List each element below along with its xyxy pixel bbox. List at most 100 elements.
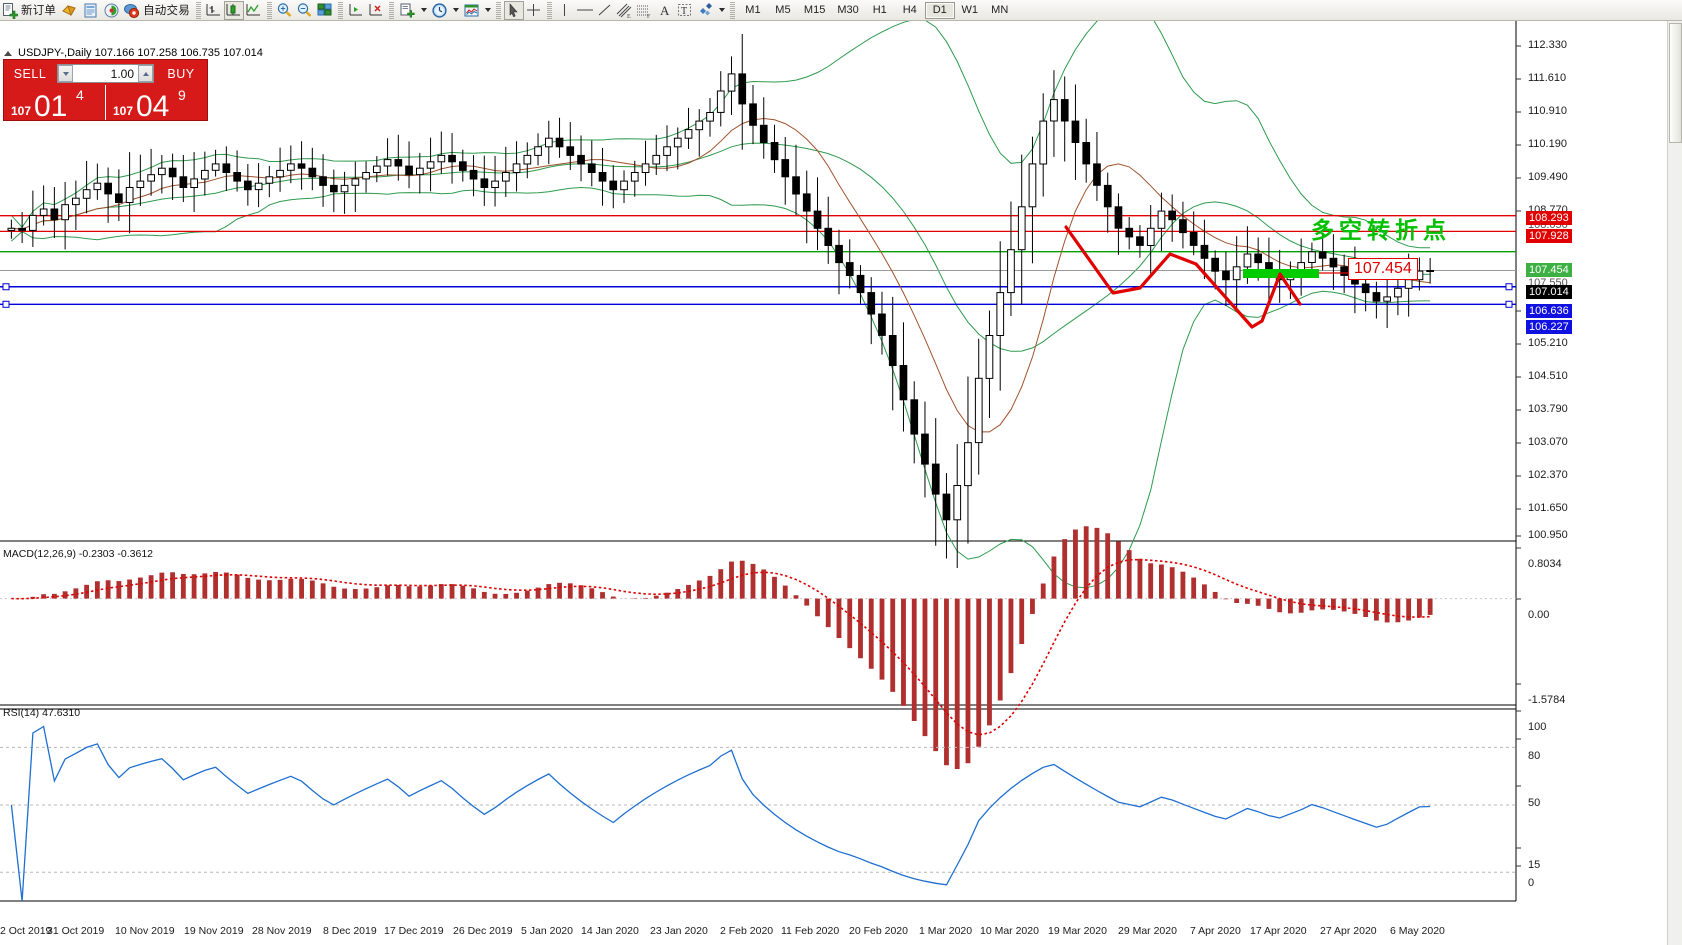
- sell-price-fraction: 4: [76, 87, 84, 103]
- auto-scroll-icon[interactable]: [366, 1, 386, 20]
- toolbar-separator: [729, 1, 735, 19]
- volume-input[interactable]: 1.00: [57, 64, 154, 83]
- svg-text:F: F: [647, 14, 651, 19]
- one-click-trading-panel[interactable]: SELL 1.00 BUY 107 01 4 107 04 9: [3, 59, 208, 123]
- autotrade-button[interactable]: 自动交易: [122, 0, 193, 20]
- x-tick-21: 6 May 2020: [1390, 925, 1445, 937]
- period-button[interactable]: [429, 0, 461, 20]
- toolbar-separator: [495, 1, 501, 19]
- x-tick-20: 27 Apr 2020: [1320, 925, 1377, 937]
- y-tick-9: 103.790: [1528, 403, 1568, 415]
- templates-icon: [463, 2, 480, 19]
- macd-axis-zero: 0.00: [1528, 609, 1550, 621]
- timeframe-m5[interactable]: M5: [775, 4, 791, 16]
- fibonacci-icon[interactable]: F: [635, 1, 655, 20]
- toolbar-separator: [266, 1, 272, 19]
- data-window-button[interactable]: [80, 0, 101, 20]
- signals-button[interactable]: [101, 0, 122, 20]
- volume-increment-button[interactable]: [138, 65, 153, 82]
- vertical-line-icon[interactable]: [555, 1, 575, 20]
- chart-canvas[interactable]: USDJPY-,Daily 107.166 107.258 106.735 10…: [0, 21, 1682, 945]
- zoom-in-icon[interactable]: [275, 1, 295, 20]
- x-tick-8: 5 Jan 2020: [521, 925, 573, 937]
- data-window-icon: [82, 2, 99, 19]
- signals-icon: [103, 2, 120, 19]
- toolbar-separator: [546, 1, 552, 19]
- macd-axis-top: 0.8034: [1528, 558, 1562, 570]
- turning-point-annotation: 多空转折点: [1311, 218, 1451, 244]
- chart-shift-icon[interactable]: [346, 1, 366, 20]
- timeframe-m1[interactable]: M1: [745, 4, 761, 16]
- sell-price-button[interactable]: 107 01 4: [4, 85, 105, 123]
- text-icon[interactable]: A: [655, 1, 675, 20]
- x-tick-19: 17 Apr 2020: [1250, 925, 1307, 937]
- buy-button-label[interactable]: BUY: [167, 66, 195, 81]
- trendline-icon[interactable]: [595, 1, 615, 20]
- volume-value[interactable]: 1.00: [110, 66, 134, 81]
- candlestick-chart-icon[interactable]: [223, 0, 244, 20]
- sell-price-big: 01: [34, 90, 68, 123]
- x-tick-9: 14 Jan 2020: [581, 925, 639, 937]
- chart-symbol-header: USDJPY-,Daily 107.166 107.258 106.735 10…: [4, 47, 263, 59]
- x-tick-7: 26 Dec 2019: [453, 925, 513, 937]
- rsi-axis-15: 15: [1528, 859, 1541, 871]
- chevron-down-icon[interactable]: [420, 8, 427, 12]
- timeframe-d1[interactable]: D1: [924, 1, 955, 19]
- y-tick-10: 103.070: [1528, 436, 1568, 448]
- toolbar-separator: [195, 1, 201, 19]
- zoom-out-icon[interactable]: [295, 1, 315, 20]
- scrollbar-thumb[interactable]: [1669, 23, 1682, 143]
- tile-windows-icon[interactable]: [315, 1, 335, 20]
- sell-button-label[interactable]: SELL: [13, 66, 47, 81]
- rsi-axis-50: 50: [1528, 797, 1541, 809]
- y-tick-12: 101.650: [1528, 502, 1568, 514]
- y-tick-2: 110.910: [1528, 105, 1567, 117]
- crosshair-icon[interactable]: [524, 1, 544, 20]
- timeframe-h1[interactable]: H1: [872, 4, 887, 16]
- text-label-icon[interactable]: T: [675, 1, 695, 20]
- x-tick-4: 28 Nov 2019: [252, 925, 312, 937]
- equidistant-channel-icon[interactable]: E: [615, 1, 635, 20]
- rsi-axis-100: 100: [1528, 721, 1547, 733]
- y-tick-4: 109.490: [1528, 171, 1568, 183]
- buy-price-fraction: 9: [178, 87, 186, 103]
- x-tick-17: 29 Mar 2020: [1118, 925, 1177, 937]
- timeframe-w1[interactable]: W1: [961, 4, 978, 16]
- price-tag-last-107-014: 107.014: [1526, 285, 1572, 299]
- timeframe-h4[interactable]: H4: [902, 4, 917, 16]
- timeframe-m30[interactable]: M30: [837, 4, 859, 16]
- cursor-icon[interactable]: [503, 0, 524, 20]
- expert-advisor-button[interactable]: [59, 0, 80, 20]
- x-tick-10: 23 Jan 2020: [650, 925, 708, 937]
- timeframe-mn[interactable]: MN: [991, 4, 1009, 16]
- indicators-button[interactable]: [397, 0, 429, 20]
- x-tick-0: 2 Oct 2019: [0, 925, 52, 937]
- templates-button[interactable]: [461, 0, 493, 20]
- indicators-icon: [399, 2, 416, 19]
- chevron-down-icon[interactable]: [452, 8, 459, 12]
- chevron-down-icon[interactable]: [484, 8, 491, 12]
- y-tick-0: 112.330: [1528, 39, 1567, 51]
- shapes-button[interactable]: [695, 0, 727, 20]
- x-tick-1: 31 Oct 2019: [47, 925, 105, 937]
- macd-axis-bottom: -1.5784: [1528, 694, 1566, 706]
- svg-text:T: T: [681, 6, 687, 17]
- bar-chart-icon[interactable]: [204, 1, 224, 20]
- new-order-button[interactable]: 新订单: [0, 0, 59, 20]
- collapse-triangle-icon[interactable]: [4, 50, 12, 56]
- x-tick-5: 8 Dec 2019: [323, 925, 377, 937]
- y-tick-8: 104.510: [1528, 370, 1568, 382]
- timeframe-m15[interactable]: M15: [803, 4, 826, 16]
- buy-price-button[interactable]: 107 04 9: [105, 85, 207, 122]
- vertical-scrollbar[interactable]: [1667, 21, 1682, 945]
- x-tick-13: 20 Feb 2020: [849, 925, 908, 937]
- chevron-down-icon[interactable]: [718, 8, 725, 12]
- x-tick-2: 10 Nov 2019: [115, 925, 175, 937]
- line-chart-icon[interactable]: [244, 1, 264, 20]
- volume-decrement-button[interactable]: [58, 65, 73, 82]
- main-toolbar: 新订单: [0, 0, 1682, 21]
- price-tag-107-454: 107.454: [1526, 263, 1572, 277]
- horizontal-line-icon[interactable]: [575, 1, 595, 20]
- y-tick-13: 100.950: [1528, 529, 1568, 541]
